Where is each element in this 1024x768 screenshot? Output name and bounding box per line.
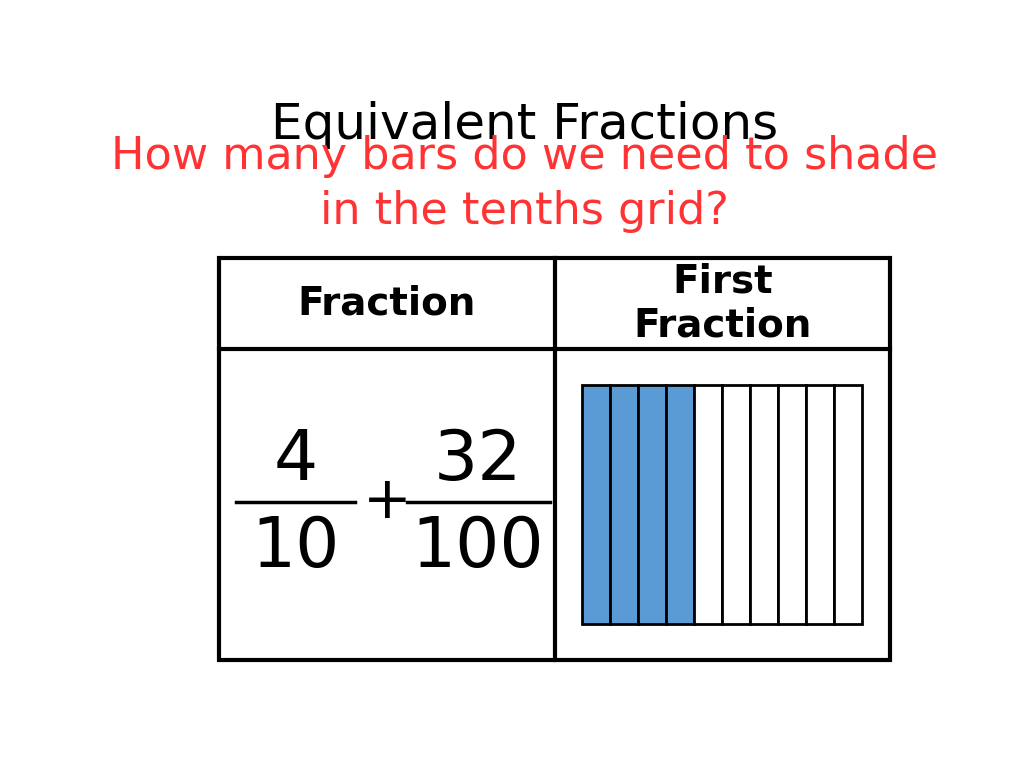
Bar — [751, 385, 778, 624]
Text: 100: 100 — [412, 514, 545, 581]
Text: How many bars do we need to shade
in the tenths grid?: How many bars do we need to shade in the… — [112, 135, 938, 233]
Text: Fraction: Fraction — [298, 285, 476, 323]
Bar — [694, 385, 722, 624]
Bar — [219, 258, 890, 660]
Bar — [638, 385, 667, 624]
Bar — [610, 385, 638, 624]
Bar — [583, 385, 610, 624]
Text: 4: 4 — [273, 427, 317, 494]
Bar — [806, 385, 835, 624]
Bar — [667, 385, 694, 624]
Text: 10: 10 — [252, 514, 340, 581]
Text: Equivalent Fractions: Equivalent Fractions — [271, 101, 778, 149]
Text: First
Fraction: First Fraction — [633, 263, 811, 345]
Bar — [778, 385, 806, 624]
Bar — [722, 385, 751, 624]
Text: +: + — [362, 473, 412, 530]
Text: 32: 32 — [434, 427, 522, 494]
Bar — [835, 385, 862, 624]
